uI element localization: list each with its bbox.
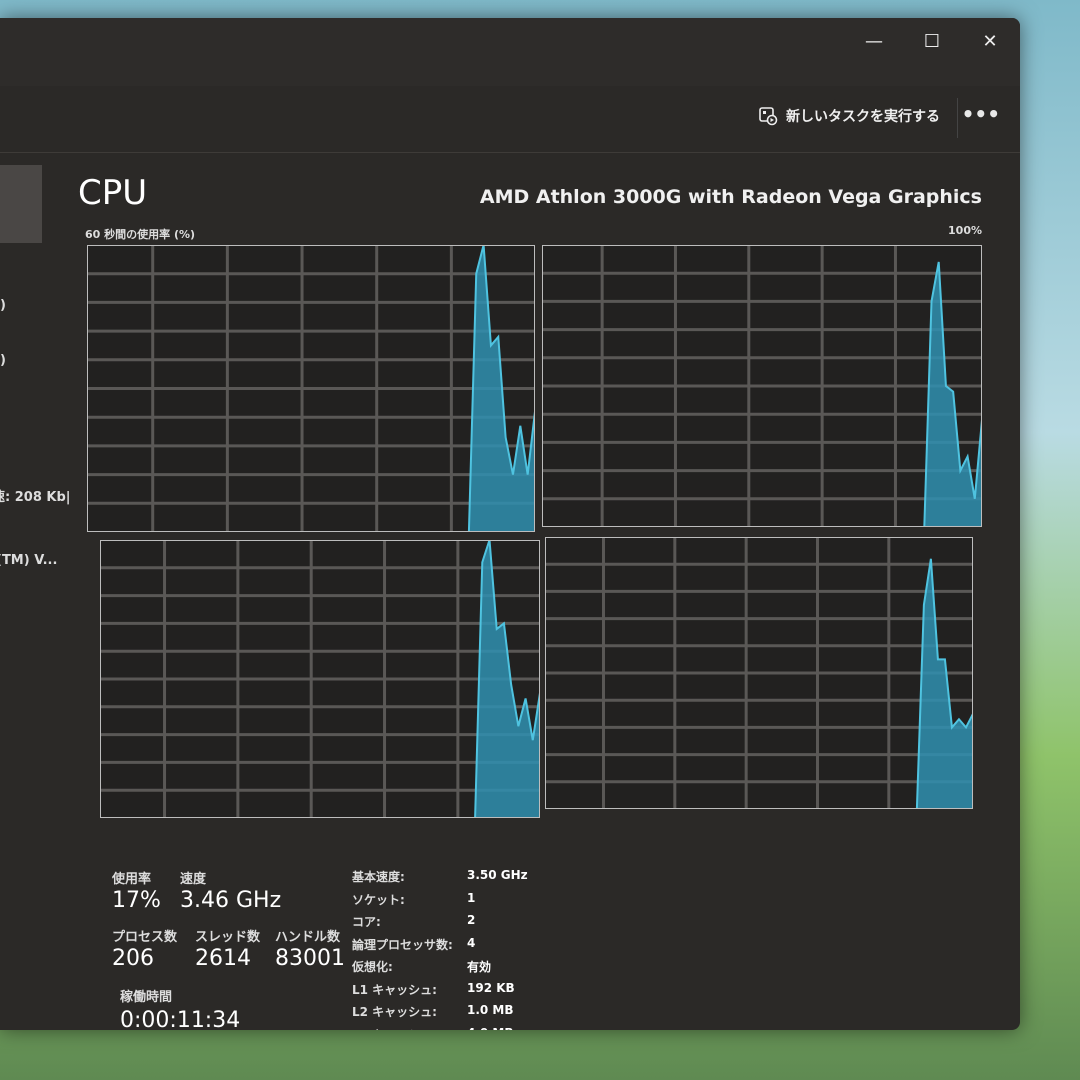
cpu-detail-row: L3 キャッシュ:4.0 MB	[352, 1026, 528, 1031]
usage-area	[545, 558, 973, 809]
handles-label: ハンドル数	[275, 930, 341, 945]
toolbar: 新しいタスクを実行する •••	[0, 86, 1020, 153]
usage-label: 使用率	[112, 872, 152, 887]
graph-axis-label: 60 秒間の使用率 (%)	[85, 228, 196, 241]
usage-area	[100, 540, 540, 818]
cpu-detail-value: 有効	[467, 960, 492, 974]
cpu-detail-value: 4.0 MB	[467, 1026, 514, 1031]
cpu-detail-row: 論理プロセッサ数: 4	[352, 936, 528, 959]
threads-value: 2614	[195, 946, 251, 971]
close-button[interactable]: ✕	[982, 30, 998, 52]
cpu-graph-1	[542, 245, 982, 527]
usage-line	[545, 559, 973, 809]
cpu-performance-panel: CPU AMD Athlon 3000G with Radeon Vega Gr…	[75, 153, 990, 1030]
cpu-detail-key: L2 キャッシュ:	[352, 1005, 437, 1019]
processes-label: プロセス数	[112, 930, 178, 945]
cpu-detail-row: L2 キャッシュ: 1.0 MB	[352, 1003, 528, 1026]
sidebar-item[interactable]: )	[0, 353, 6, 368]
cpu-detail-key: コア:	[352, 915, 381, 929]
cpu-graph-2	[100, 540, 540, 818]
cpu-detail-key: 論理プロセッサ数:	[352, 937, 453, 952]
cpu-detail-key: L3 キャッシュ:	[352, 1026, 467, 1031]
speed-label: 速度	[180, 872, 207, 887]
cpu-detail-row: 基本速度: 3.50 GHz	[352, 868, 528, 891]
run-new-task-label: 新しいタスクを実行する	[786, 109, 940, 125]
cpu-detail-key: 仮想化:	[352, 960, 393, 974]
threads-label: スレッド数	[195, 930, 261, 945]
maximize-button[interactable]: ☐	[923, 30, 941, 52]
cpu-stats: 使用率 17% 速度 3.46 GHz プロセス数 206 スレッド数 2614…	[112, 868, 912, 1030]
cpu-graph-3	[545, 537, 973, 809]
cpu-detail-row: ソケット: 1	[352, 891, 528, 914]
more-options-button[interactable]: •••	[961, 102, 1000, 126]
cpu-detail-row: コア: 2	[352, 913, 528, 936]
cpu-detail-value: 1.0 MB	[467, 1003, 514, 1017]
cpu-detail-value: 1	[467, 890, 476, 905]
usage-value: 17%	[112, 888, 161, 913]
cpu-model-name: AMD Athlon 3000G with Radeon Vega Graphi…	[479, 186, 982, 208]
cpu-detail-value: 3.50 GHz	[467, 868, 528, 882]
page-title: CPU	[78, 173, 148, 213]
sidebar-item[interactable]: )	[0, 298, 6, 313]
cpu-detail-key: 基本速度:	[352, 870, 405, 884]
cpu-detail-key: ソケット:	[352, 892, 405, 907]
sidebar: ) ) 速: 208 Kb| (TM) V...	[0, 153, 71, 1030]
cpu-detail-row: L1 キャッシュ: 192 KB	[352, 981, 528, 1004]
speed-value: 3.46 GHz	[180, 888, 282, 913]
cpu-graph-0	[87, 245, 535, 532]
cpu-details: 基本速度: 3.50 GHz ソケット: 1 コア: 2 論理プロセッサ数: 4 仮想化: 有効 L…	[352, 868, 528, 1030]
sidebar-item[interactable]: (TM) V...	[0, 553, 58, 568]
cpu-detail-value: 192 KB	[467, 980, 515, 995]
sidebar-item-cpu-selected[interactable]	[0, 165, 42, 243]
toolbar-divider	[957, 98, 958, 138]
cpu-detail-key: L1 キャッシュ:	[352, 982, 437, 997]
title-bar: — ☐ ✕	[0, 18, 1020, 86]
cpu-detail-value: 2	[467, 913, 476, 927]
handles-value: 83001	[275, 946, 345, 971]
cpu-detail-row: 仮想化: 有効	[352, 958, 528, 981]
task-manager-window: — ☐ ✕ 新しいタスクを実行する ••• ) ) 速: 208 Kb| (TM…	[0, 18, 1020, 1030]
run-task-icon	[759, 107, 778, 126]
usage-area	[87, 245, 535, 532]
sidebar-item[interactable]: 速: 208 Kb|	[0, 490, 71, 505]
uptime-value: 0:00:11:34	[120, 1008, 241, 1030]
usage-area	[542, 261, 982, 527]
processes-value: 206	[112, 946, 154, 971]
uptime-label: 稼働時間	[120, 990, 173, 1005]
graph-axis-max: 100%	[948, 224, 982, 237]
run-new-task-button[interactable]: 新しいタスクを実行する	[758, 106, 940, 126]
cpu-detail-value: 4	[467, 935, 476, 950]
minimize-button[interactable]: —	[865, 30, 883, 52]
